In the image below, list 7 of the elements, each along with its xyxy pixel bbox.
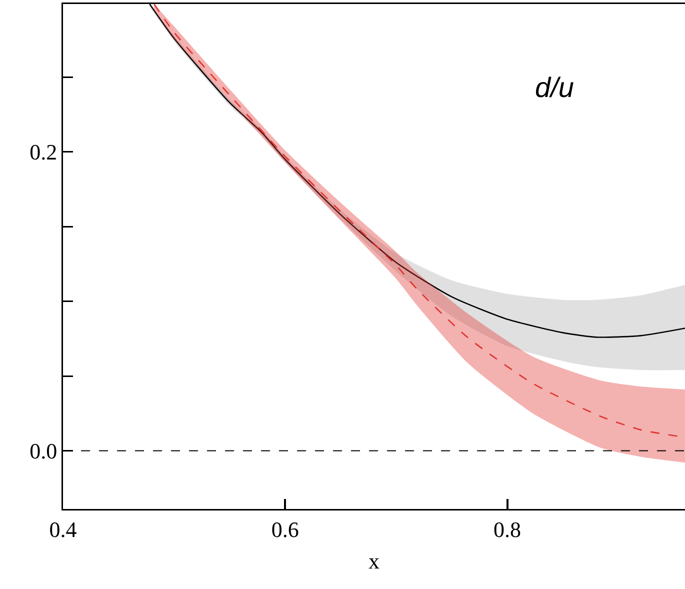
x-tick-label: 0.8 <box>494 516 522 542</box>
x-tick-label: 0.4 <box>49 516 77 542</box>
y-tick-label: 0.0 <box>30 438 58 464</box>
annotation: d/u <box>535 72 574 103</box>
y-tick-label: 0.2 <box>30 140 58 165</box>
x-axis-title: x <box>368 548 380 574</box>
x-tick-label: 0.6 <box>271 516 299 542</box>
